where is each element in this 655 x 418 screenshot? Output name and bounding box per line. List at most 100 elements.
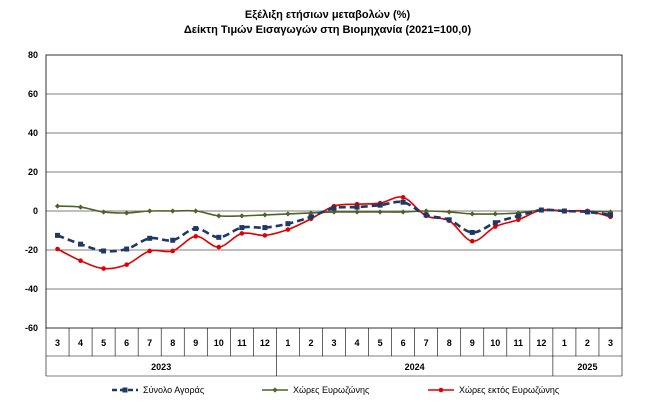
x-tick-label: 11	[237, 338, 247, 348]
x-tick-label: 8	[170, 338, 175, 348]
x-tick-label: 1	[285, 338, 290, 348]
data-point	[193, 208, 199, 214]
data-point	[122, 387, 128, 393]
data-point	[262, 212, 268, 218]
series-lines	[54, 195, 614, 271]
y-tick-label: 20	[28, 167, 38, 177]
data-point	[193, 234, 199, 239]
data-point	[101, 209, 107, 215]
data-point	[216, 213, 222, 219]
data-point	[193, 226, 199, 232]
data-point	[492, 211, 498, 217]
data-point	[216, 244, 222, 250]
y-axis-ticks: 80 60 40 20 0 -20 -40 -60	[25, 50, 38, 333]
x-tick-label: 12	[260, 338, 270, 348]
data-point	[285, 221, 291, 227]
data-point	[331, 209, 337, 215]
data-point	[262, 225, 268, 231]
year-label: 2024	[405, 362, 425, 372]
series-1	[55, 199, 613, 254]
x-tick-label: 10	[214, 338, 224, 348]
data-point	[469, 238, 475, 244]
x-tick-label: 4	[355, 338, 360, 348]
x-tick-label: 9	[470, 338, 475, 348]
legend-item: Χώρες εκτός Ευρωζώνης	[428, 385, 560, 395]
data-point	[147, 248, 152, 254]
x-tick-label: 9	[193, 338, 198, 348]
data-point	[239, 225, 245, 231]
data-point	[262, 233, 268, 238]
chart-titles: Εξέλιξη ετήσιων μεταβολών (%) Δείκτη Τιμ…	[0, 8, 655, 38]
legend-label: Χώρες εκτός Ευρωζώνης	[459, 385, 560, 395]
year-label: 2023	[151, 362, 171, 372]
chart-subtitle: Δείκτη Τιμών Εισαγωγών στη Βιομηχανία (2…	[183, 24, 472, 36]
data-point	[561, 208, 567, 214]
x-tick-label: 2	[308, 338, 313, 348]
legend-label: Χώρες Ευρωζώνης	[293, 385, 370, 395]
legend-item: Χώρες Ευρωζώνης	[262, 385, 370, 395]
chart-title: Εξέλιξη ετήσιων μεταβολών (%)	[244, 9, 411, 21]
data-point	[101, 248, 107, 254]
data-point	[423, 208, 429, 214]
data-point	[272, 387, 278, 393]
x-tick-label: 5	[101, 338, 106, 348]
data-point	[308, 214, 314, 220]
x-tick-label: 6	[401, 338, 406, 348]
x-tick-label: 6	[124, 338, 129, 348]
data-point	[438, 387, 444, 393]
x-tick-label: 11	[514, 338, 524, 348]
data-point	[538, 207, 544, 213]
data-point	[54, 203, 61, 209]
plot-grid	[45, 54, 623, 329]
y-tick-label: -60	[25, 323, 38, 333]
data-point	[124, 262, 129, 267]
data-point	[446, 209, 452, 215]
y-tick-label: 80	[28, 50, 38, 60]
data-point	[170, 237, 176, 243]
data-point	[607, 212, 613, 218]
data-point	[446, 217, 452, 223]
data-point	[492, 220, 498, 226]
x-tick-label: 3	[608, 338, 613, 348]
plot-area-border	[45, 54, 623, 329]
x-tick-label: 10	[490, 338, 500, 348]
data-point	[400, 209, 406, 215]
x-tick-label: 7	[424, 338, 429, 348]
data-point	[147, 235, 153, 241]
x-tick-label: 3	[55, 338, 60, 348]
x-tick-label: 7	[147, 338, 152, 348]
data-point	[423, 212, 429, 218]
data-point	[515, 213, 521, 219]
x-tick-label: 8	[447, 338, 452, 348]
y-tick-label: -20	[25, 245, 38, 255]
data-point	[55, 232, 61, 238]
series-2	[54, 203, 614, 219]
x-tick-label: 3	[331, 338, 336, 348]
x-tick-label: 5	[378, 338, 383, 348]
data-point	[354, 209, 360, 215]
data-point	[77, 204, 84, 210]
data-point	[584, 209, 590, 215]
data-point	[239, 231, 245, 236]
data-point	[377, 209, 383, 215]
legend: Σύνολο Αγοράς Χώρες Ευρωζώνης Χώρες εκτός …	[112, 385, 560, 395]
data-point	[78, 241, 84, 247]
data-point	[55, 246, 60, 252]
data-point	[285, 227, 291, 232]
data-point	[469, 211, 475, 217]
data-point	[239, 213, 245, 219]
data-point	[101, 266, 106, 271]
data-point	[377, 202, 383, 208]
data-point	[492, 224, 498, 229]
x-tick-label: 12	[536, 338, 546, 348]
y-tick-label: -40	[25, 284, 38, 294]
data-point	[400, 195, 406, 200]
data-point	[516, 217, 521, 223]
data-point	[331, 205, 337, 211]
x-tick-label: 1	[562, 338, 567, 348]
data-point	[216, 234, 222, 240]
data-point	[285, 211, 291, 217]
data-point	[354, 204, 360, 210]
